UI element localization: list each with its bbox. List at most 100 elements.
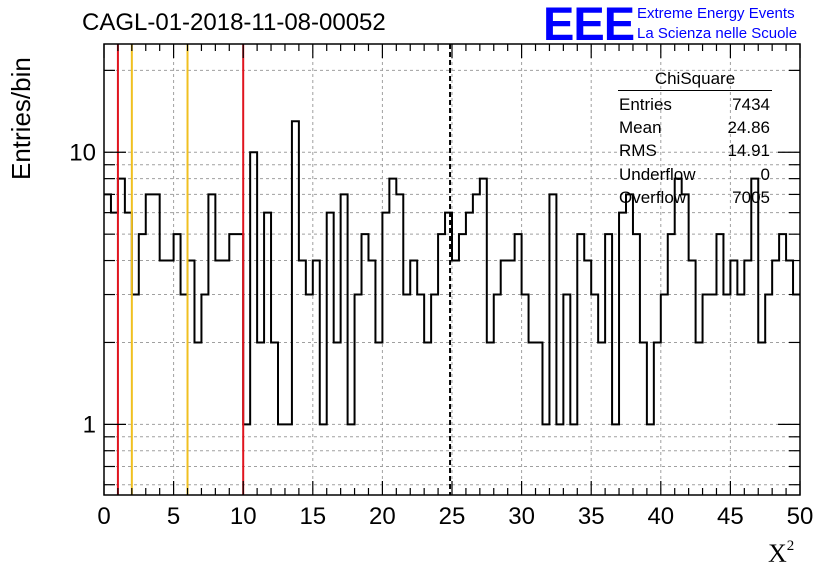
histogram-bin bbox=[132, 295, 139, 495]
histogram-bin bbox=[368, 261, 375, 495]
histogram-series bbox=[104, 120, 800, 426]
histogram-bin bbox=[438, 234, 445, 495]
histogram-bin bbox=[327, 213, 334, 495]
x-tick-label: 40 bbox=[647, 503, 674, 530]
histogram-bin bbox=[306, 295, 313, 495]
stats-row-rms: RMS 14.91 bbox=[612, 139, 778, 162]
histogram-bin bbox=[675, 179, 682, 495]
histogram-bin bbox=[737, 295, 744, 495]
x-tick-label: 0 bbox=[97, 503, 110, 530]
histogram-bin bbox=[334, 342, 341, 495]
histogram-bin bbox=[139, 234, 146, 495]
histogram-bin bbox=[229, 234, 236, 495]
stats-title: ChiSquare bbox=[618, 68, 772, 91]
histogram-bin bbox=[682, 194, 689, 495]
histogram-bin bbox=[716, 234, 723, 495]
histogram-bin bbox=[710, 295, 717, 495]
x-tick-label: 50 bbox=[787, 503, 814, 530]
histogram-bin bbox=[591, 295, 598, 495]
histogram-bin bbox=[167, 261, 174, 495]
histogram-bin bbox=[146, 194, 153, 495]
histogram-bin bbox=[654, 342, 661, 495]
histogram-bin bbox=[703, 295, 710, 495]
histogram-bin bbox=[118, 179, 125, 495]
histogram-bin bbox=[292, 121, 299, 495]
y-tick-label: 1 bbox=[83, 411, 96, 438]
histogram-bin bbox=[515, 234, 522, 495]
stats-box: ChiSquare Entries 7434 Mean 24.86 RMS 14… bbox=[612, 68, 778, 209]
x-axis-label-base: Χ bbox=[768, 539, 787, 568]
x-tick-label: 5 bbox=[167, 503, 180, 530]
histogram-bin bbox=[348, 424, 355, 495]
histogram-bin bbox=[626, 194, 633, 495]
histogram-bin bbox=[417, 295, 424, 495]
histogram-bin bbox=[542, 424, 549, 495]
histogram-bin bbox=[723, 295, 730, 495]
histogram-bin bbox=[480, 179, 487, 495]
histogram-bin bbox=[313, 261, 320, 495]
histogram-bin bbox=[355, 295, 362, 495]
histogram-bin bbox=[160, 261, 167, 495]
eee-logo: EEE bbox=[543, 0, 635, 50]
x-tick-label: 45 bbox=[717, 503, 744, 530]
histogram-bin bbox=[257, 342, 264, 495]
histogram-bin bbox=[320, 424, 327, 495]
histogram-bin bbox=[563, 295, 570, 495]
histogram-bin bbox=[181, 295, 188, 495]
histogram-bin bbox=[250, 152, 257, 495]
histogram-bin bbox=[396, 194, 403, 495]
x-tick-label: 15 bbox=[299, 503, 326, 530]
histogram-bin bbox=[201, 295, 208, 495]
histogram-bin bbox=[744, 261, 751, 495]
histogram-bin bbox=[215, 261, 222, 495]
y-tick-label: 10 bbox=[69, 139, 96, 166]
histogram-bin bbox=[556, 424, 563, 495]
histogram-bin bbox=[285, 424, 292, 495]
histogram-bin bbox=[208, 194, 215, 495]
histogram-bin bbox=[633, 234, 640, 495]
stats-key: Mean bbox=[619, 118, 662, 138]
histogram-bin bbox=[104, 194, 111, 495]
logo-line-1: Extreme Energy Events bbox=[637, 5, 795, 22]
histogram-bin bbox=[772, 261, 779, 495]
histogram-bin bbox=[640, 342, 647, 495]
x-tick-label: 30 bbox=[508, 503, 535, 530]
histogram-bin bbox=[236, 234, 243, 495]
histogram-bin bbox=[605, 234, 612, 495]
histogram-bin bbox=[375, 342, 382, 495]
histogram-bin bbox=[125, 213, 132, 495]
chart-title: CAGL-01-2018-11-08-00052 bbox=[82, 9, 386, 36]
stats-value: 7005 bbox=[732, 187, 770, 207]
logo-line-2: La Scienza nelle Scuole bbox=[637, 25, 798, 42]
x-axis-label: Χ2 bbox=[768, 538, 794, 569]
histogram-bin bbox=[299, 261, 306, 495]
x-tick-label: 10 bbox=[230, 503, 257, 530]
stats-row-overflow: Overflow 7005 bbox=[612, 186, 778, 209]
histogram-bin bbox=[661, 295, 668, 495]
histogram-bin bbox=[494, 295, 501, 495]
histogram-bin bbox=[779, 234, 786, 495]
histogram-bin bbox=[689, 261, 696, 495]
histogram-bin bbox=[522, 295, 529, 495]
histogram-bin bbox=[730, 261, 737, 495]
histogram-bin bbox=[758, 342, 765, 495]
stats-value: 24.86 bbox=[727, 118, 770, 138]
histogram-bin bbox=[619, 213, 626, 495]
histogram-bin bbox=[466, 213, 473, 495]
histogram-bin bbox=[570, 424, 577, 495]
histogram-bin bbox=[188, 261, 195, 495]
stats-row-entries: Entries 7434 bbox=[612, 93, 778, 116]
histogram-bin bbox=[668, 234, 675, 495]
histogram-bin bbox=[501, 261, 508, 495]
histogram-bin bbox=[696, 342, 703, 495]
histogram-bin bbox=[278, 424, 285, 495]
stats-value: 14.91 bbox=[727, 141, 770, 161]
histogram-bin bbox=[111, 213, 118, 495]
stats-key: Overflow bbox=[619, 187, 687, 207]
histogram-bin bbox=[194, 342, 201, 495]
y-axis-label: Entries/bin bbox=[6, 57, 36, 180]
histogram-bin bbox=[786, 261, 793, 495]
histogram-bin bbox=[174, 234, 181, 495]
histogram-bin bbox=[362, 234, 369, 495]
x-tick-label: 25 bbox=[439, 503, 466, 530]
